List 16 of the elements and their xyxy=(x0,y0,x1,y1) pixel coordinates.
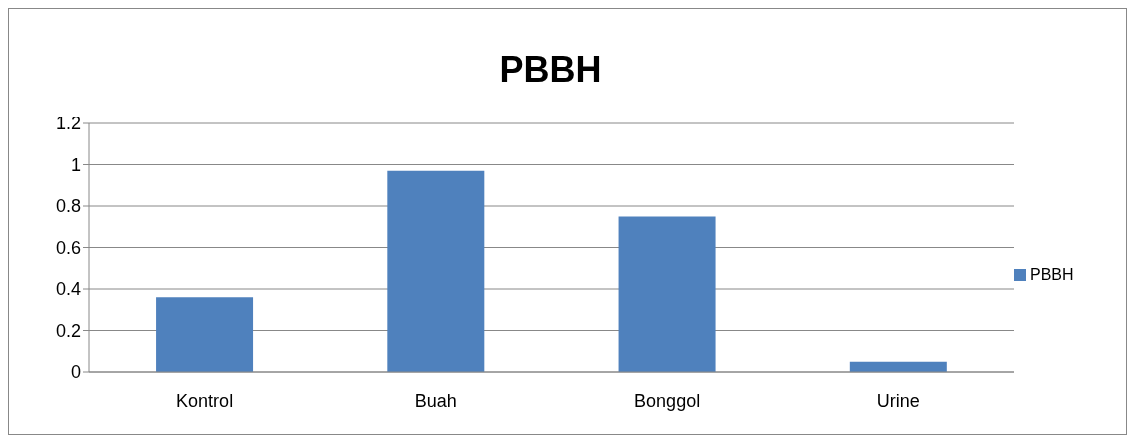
x-tick-label: Kontrol xyxy=(176,390,234,411)
y-tick-label: 0.8 xyxy=(55,196,81,217)
chart-title: PBBH xyxy=(498,49,603,91)
bar xyxy=(387,170,485,372)
y-tick-label: 1 xyxy=(70,154,81,175)
y-tick-label: 0 xyxy=(70,362,81,383)
x-tick-label: Buah xyxy=(414,390,457,411)
y-tick-label: 0.2 xyxy=(55,320,81,341)
y-tick-label: 0.4 xyxy=(55,279,81,300)
x-tick-label: Bonggol xyxy=(634,390,701,411)
y-tick-label: 0.6 xyxy=(55,237,81,258)
legend-label: PBBH xyxy=(1030,265,1074,283)
y-tick-label: 1.2 xyxy=(55,113,81,134)
bar xyxy=(618,216,716,372)
x-tick-label: Urine xyxy=(876,390,920,411)
bar xyxy=(156,297,254,372)
